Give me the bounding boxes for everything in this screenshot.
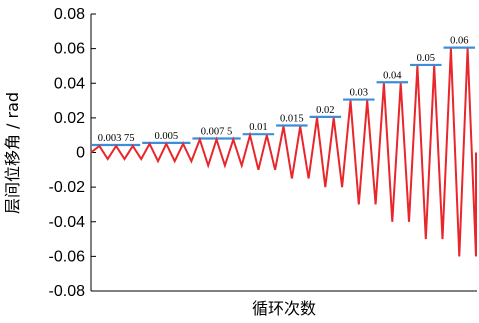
y-tick-label: 0.08 — [54, 6, 85, 23]
y-tick-label: 0.02 — [54, 110, 85, 127]
level-label: 0.01 — [249, 122, 267, 133]
level-label: 0.007 5 — [201, 127, 233, 138]
series-line — [90, 48, 477, 257]
y-tick-label: 0.06 — [54, 41, 85, 58]
level-label: 0.06 — [450, 36, 468, 47]
y-tick-label: -0.06 — [49, 248, 86, 265]
y-ticks: 0.08 0.06 0.04 0.02 0 -0.02 -0.04 -0.06 -0.08 — [49, 6, 96, 300]
y-axis-title: 层间位移角 / rad — [3, 92, 22, 214]
level-label: 0.04 — [383, 70, 402, 81]
y-tick-label: 0 — [76, 145, 85, 162]
level-label: 0.02 — [316, 105, 334, 116]
y-tick-label: -0.08 — [49, 283, 86, 300]
x-axis-title: 循环次数 — [252, 299, 316, 318]
y-tick-label: 0.04 — [54, 75, 85, 92]
level-label: 0.03 — [350, 88, 368, 99]
y-tick-label: -0.02 — [49, 179, 86, 196]
level-label: 0.003 75 — [98, 133, 135, 144]
y-tick-label: -0.04 — [49, 214, 86, 231]
level-label: 0.05 — [417, 53, 435, 64]
drift-series — [90, 48, 477, 257]
level-label: 0.015 — [280, 114, 304, 125]
level-label: 0.005 — [155, 131, 179, 142]
